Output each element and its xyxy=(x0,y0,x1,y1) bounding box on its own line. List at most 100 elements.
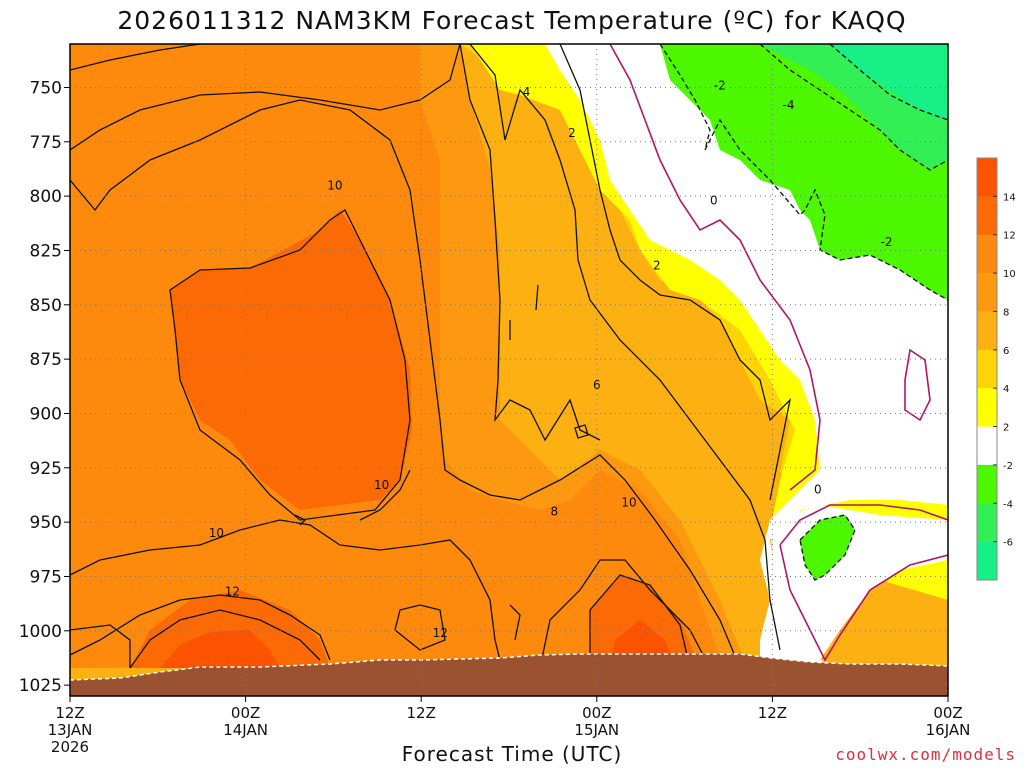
chart-title: 2026011312 NAM3KM Forecast Temperature (… xyxy=(117,6,907,35)
contour-line xyxy=(659,44,948,301)
contour-line xyxy=(799,514,856,581)
contour-label: -2 xyxy=(881,235,893,249)
x-axis-label: Forecast Time (UTC) xyxy=(401,742,623,766)
field-band-neg8-neg6 xyxy=(830,44,948,120)
zero-contour xyxy=(609,44,821,491)
colorbar-tick-label: 8 xyxy=(1003,307,1009,318)
colorbar-swatch xyxy=(977,234,997,274)
x-tick-label: 16JAN xyxy=(926,721,971,739)
colorbar-tick-label: 6 xyxy=(1003,346,1009,357)
x-tick-label: 00Z xyxy=(582,704,611,722)
field-band-14-16-a xyxy=(160,630,280,668)
contour-label: 4 xyxy=(523,85,531,99)
field-band-12-14-a xyxy=(170,210,412,510)
colorbar-swatch xyxy=(977,311,997,351)
contour-line xyxy=(70,99,741,669)
contour-label: 2 xyxy=(653,259,661,273)
colorbar-swatch xyxy=(977,273,997,312)
y-tick-label: 1025 xyxy=(19,676,62,696)
contour-label: 10 xyxy=(621,496,636,510)
x-tick-label: 13JAN xyxy=(48,721,93,739)
plot-area xyxy=(70,44,948,696)
y-tick-label: 800 xyxy=(30,187,62,207)
colorbar: 14 12 10 8 6 4 2 -2 -4 -6 xyxy=(976,157,1016,581)
colorbar-swatch xyxy=(977,158,997,197)
contour-label: 0 xyxy=(710,193,718,207)
y-tick-label: 900 xyxy=(30,404,62,424)
colorbar-frame xyxy=(976,157,998,581)
contour-line xyxy=(559,44,792,501)
x-tick-label: 12Z xyxy=(407,704,436,722)
contour-label: 12 xyxy=(225,585,240,599)
contour-line xyxy=(70,594,331,661)
contour-label: 10 xyxy=(209,526,224,540)
y-axis: 750 775 800 825 850 875 900 925 950 975 1000 1025 xyxy=(19,78,70,696)
y-tick-label: 950 xyxy=(30,513,62,533)
terrain xyxy=(70,653,948,696)
zero-contours xyxy=(609,44,948,662)
contour-line xyxy=(535,284,539,311)
contour-line xyxy=(394,604,446,651)
contour-label: 6 xyxy=(593,378,601,392)
y-tick-label: 975 xyxy=(30,567,62,587)
credit-text: coolwx.com/models xyxy=(835,745,1016,764)
colorbar-swatch xyxy=(977,541,997,581)
colorbar-tick-label: -4 xyxy=(1003,499,1013,510)
y-tick-label: 1000 xyxy=(19,622,62,642)
y-tick-label: 750 xyxy=(30,78,62,98)
contour-label: 10 xyxy=(327,178,342,192)
zero-contour xyxy=(779,504,948,662)
colorbar-tick-label: 10 xyxy=(1003,269,1016,280)
contour-label: 2 xyxy=(568,126,576,140)
contour-labels: 4 2 -2 -4 10 0 -2 2 6 10 10 8 0 10 12 12 xyxy=(209,78,893,640)
contour-line xyxy=(459,44,601,442)
colorbar-tick-label: 4 xyxy=(1003,384,1009,395)
y-tick-label: 850 xyxy=(30,296,62,316)
contour-label: 0 xyxy=(814,483,822,497)
contour-label: -2 xyxy=(714,78,726,92)
field-green-blob xyxy=(800,515,855,580)
contour-line xyxy=(509,604,521,641)
contour-line xyxy=(129,609,321,669)
contour-line xyxy=(70,519,501,661)
contour-label: 10 xyxy=(374,478,389,492)
contour-line xyxy=(589,574,691,669)
colorbar-swatch xyxy=(977,349,997,389)
contour-line xyxy=(539,559,711,669)
colorbar-swatch xyxy=(977,388,997,428)
colorbar-swatch xyxy=(977,196,997,236)
colorbar-swatch xyxy=(977,503,997,543)
plot-frame xyxy=(69,43,949,697)
contour-line xyxy=(469,44,781,651)
x-tick-label: 00Z xyxy=(933,704,962,722)
contour-line xyxy=(70,44,201,71)
colorbar-tick-label: 2 xyxy=(1003,423,1009,434)
y-tick-label: 875 xyxy=(30,350,62,370)
grid-lines xyxy=(70,44,948,696)
contour-label: -4 xyxy=(783,98,795,112)
contour-line xyxy=(294,514,307,526)
x-tick-label: 12Z xyxy=(55,704,84,722)
colorbar-tick-label: -2 xyxy=(1003,461,1013,472)
x-tick-label: 14JAN xyxy=(223,721,268,739)
contour-line xyxy=(359,469,411,521)
contour-line xyxy=(759,44,948,171)
y-tick-label: 925 xyxy=(30,459,62,479)
x-tick-label: 2026 xyxy=(51,738,89,756)
contour-line xyxy=(70,44,461,151)
colorbar-swatch xyxy=(977,464,997,504)
y-tick-label: 775 xyxy=(30,133,62,153)
colorbar-swatch xyxy=(977,426,997,466)
colorbar-tick-label: -6 xyxy=(1003,538,1013,549)
x-tick-label: 00Z xyxy=(231,704,260,722)
contour-line xyxy=(70,624,131,668)
contour-line xyxy=(829,44,948,121)
zero-contour xyxy=(904,348,931,422)
y-tick-label: 825 xyxy=(30,241,62,261)
x-tick-label: 12Z xyxy=(758,704,787,722)
contour-line xyxy=(574,424,589,439)
colorbar-tick-label: 14 xyxy=(1003,192,1016,203)
contour-label: 12 xyxy=(433,626,448,640)
